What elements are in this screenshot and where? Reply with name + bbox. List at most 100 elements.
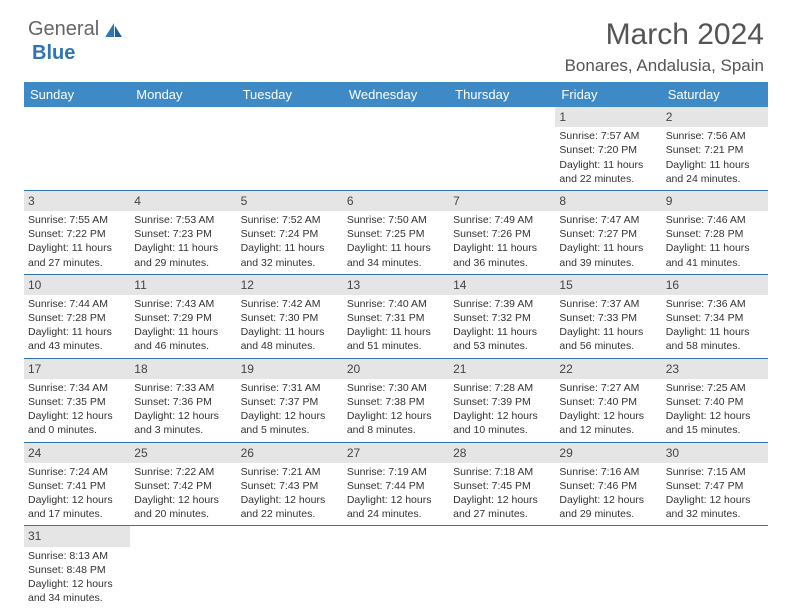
sunrise-line: Sunrise: 7:39 AM [453, 297, 551, 311]
day-cell: 7Sunrise: 7:49 AMSunset: 7:26 PMDaylight… [449, 190, 555, 274]
logo: General [28, 18, 127, 41]
logo-text2-wrap: Blue [32, 42, 75, 65]
daylight-line: Daylight: 12 hours and 0 minutes. [28, 409, 126, 437]
calendar-row: 1Sunrise: 7:57 AMSunset: 7:20 PMDaylight… [24, 107, 768, 190]
sunrise-line: Sunrise: 7:15 AM [666, 465, 764, 479]
sunrise-line: Sunrise: 7:28 AM [453, 381, 551, 395]
empty-cell [237, 107, 343, 190]
sunset-line: Sunset: 7:21 PM [666, 143, 764, 157]
day-cell: 24Sunrise: 7:24 AMSunset: 7:41 PMDayligh… [24, 442, 130, 526]
daylight-line: Daylight: 11 hours and 48 minutes. [241, 325, 339, 353]
day-number: 25 [130, 443, 236, 463]
day-cell: 20Sunrise: 7:30 AMSunset: 7:38 PMDayligh… [343, 358, 449, 442]
daylight-line: Daylight: 11 hours and 51 minutes. [347, 325, 445, 353]
day-number: 17 [24, 359, 130, 379]
sunset-line: Sunset: 8:48 PM [28, 563, 126, 577]
sunset-line: Sunset: 7:34 PM [666, 311, 764, 325]
day-number: 8 [555, 191, 661, 211]
day-cell: 1Sunrise: 7:57 AMSunset: 7:20 PMDaylight… [555, 107, 661, 190]
sunrise-line: Sunrise: 7:16 AM [559, 465, 657, 479]
day-number: 9 [662, 191, 768, 211]
sunset-line: Sunset: 7:32 PM [453, 311, 551, 325]
empty-cell [449, 526, 555, 609]
calendar-row: 17Sunrise: 7:34 AMSunset: 7:35 PMDayligh… [24, 358, 768, 442]
sunrise-line: Sunrise: 7:52 AM [241, 213, 339, 227]
sunset-line: Sunset: 7:27 PM [559, 227, 657, 241]
empty-cell [237, 526, 343, 609]
sunrise-line: Sunrise: 7:44 AM [28, 297, 126, 311]
daylight-line: Daylight: 11 hours and 36 minutes. [453, 241, 551, 269]
sunrise-line: Sunrise: 7:24 AM [28, 465, 126, 479]
daylight-line: Daylight: 12 hours and 5 minutes. [241, 409, 339, 437]
sunset-line: Sunset: 7:30 PM [241, 311, 339, 325]
day-cell: 13Sunrise: 7:40 AMSunset: 7:31 PMDayligh… [343, 274, 449, 358]
daylight-line: Daylight: 12 hours and 22 minutes. [241, 493, 339, 521]
daylight-line: Daylight: 11 hours and 39 minutes. [559, 241, 657, 269]
weekday-header: Monday [130, 82, 236, 107]
weekday-header: Friday [555, 82, 661, 107]
day-cell: 23Sunrise: 7:25 AMSunset: 7:40 PMDayligh… [662, 358, 768, 442]
sunrise-line: Sunrise: 7:56 AM [666, 129, 764, 143]
day-cell: 10Sunrise: 7:44 AMSunset: 7:28 PMDayligh… [24, 274, 130, 358]
sunrise-line: Sunrise: 7:34 AM [28, 381, 126, 395]
day-number: 5 [237, 191, 343, 211]
day-cell: 12 Sunrise: 7:42 AMSunset: 7:30 PMDayligh… [237, 274, 343, 358]
sunrise-line: Sunrise: 7:46 AM [666, 213, 764, 227]
daylight-line: Daylight: 11 hours and 53 minutes. [453, 325, 551, 353]
sunset-line: Sunset: 7:23 PM [134, 227, 232, 241]
day-number: 3 [24, 191, 130, 211]
day-cell: 5Sunrise: 7:52 AMSunset: 7:24 PMDaylight… [237, 190, 343, 274]
sunset-line: Sunset: 7:37 PM [241, 395, 339, 409]
sunrise-line: Sunrise: 7:22 AM [134, 465, 232, 479]
day-cell: 22Sunrise: 7:27 AMSunset: 7:40 PMDayligh… [555, 358, 661, 442]
sunset-line: Sunset: 7:26 PM [453, 227, 551, 241]
day-cell: 31Sunrise: 8:13 AMSunset: 8:48 PMDayligh… [24, 526, 130, 609]
day-cell: 25 Sunrise: 7:22 AMSunset: 7:42 PMDayligh… [130, 442, 236, 526]
daylight-line: Daylight: 12 hours and 24 minutes. [347, 493, 445, 521]
day-number: 27 [343, 443, 449, 463]
day-number: 23 [662, 359, 768, 379]
daylight-line: Daylight: 11 hours and 24 minutes. [666, 158, 764, 186]
weekday-header: Sunday [24, 82, 130, 107]
sunrise-line: Sunrise: 7:42 AM [241, 297, 339, 311]
day-cell: 9Sunrise: 7:46 AMSunset: 7:28 PMDaylight… [662, 190, 768, 274]
day-cell: 4Sunrise: 7:53 AMSunset: 7:23 PMDaylight… [130, 190, 236, 274]
location-subtitle: Bonares, Andalusia, Spain [565, 56, 764, 76]
logo-text-2: Blue [32, 42, 75, 64]
day-number: 22 [555, 359, 661, 379]
sunset-line: Sunset: 7:45 PM [453, 479, 551, 493]
day-cell: 14Sunrise: 7:39 AMSunset: 7:32 PMDayligh… [449, 274, 555, 358]
day-number: 20 [343, 359, 449, 379]
day-number: 6 [343, 191, 449, 211]
sunset-line: Sunset: 7:29 PM [134, 311, 232, 325]
daylight-line: Daylight: 11 hours and 22 minutes. [559, 158, 657, 186]
calendar-row: 31Sunrise: 8:13 AMSunset: 8:48 PMDayligh… [24, 526, 768, 609]
daylight-line: Daylight: 11 hours and 46 minutes. [134, 325, 232, 353]
daylight-line: Daylight: 12 hours and 10 minutes. [453, 409, 551, 437]
day-cell: 19Sunrise: 7:31 AMSunset: 7:37 PMDayligh… [237, 358, 343, 442]
sunset-line: Sunset: 7:24 PM [241, 227, 339, 241]
weekday-header: Wednesday [343, 82, 449, 107]
day-number: 28 [449, 443, 555, 463]
empty-cell [24, 107, 130, 190]
sunset-line: Sunset: 7:44 PM [347, 479, 445, 493]
day-number: 12 [237, 275, 343, 295]
daylight-line: Daylight: 11 hours and 34 minutes. [347, 241, 445, 269]
sunset-line: Sunset: 7:42 PM [134, 479, 232, 493]
sunrise-line: Sunrise: 7:21 AM [241, 465, 339, 479]
day-number: 26 [237, 443, 343, 463]
empty-cell [130, 107, 236, 190]
day-number: 15 [555, 275, 661, 295]
sunset-line: Sunset: 7:33 PM [559, 311, 657, 325]
day-cell: 26 Sunrise: 7:21 AMSunset: 7:43 PMDayligh… [237, 442, 343, 526]
weekday-header-row: SundayMondayTuesdayWednesdayThursdayFrid… [24, 82, 768, 107]
sunset-line: Sunset: 7:22 PM [28, 227, 126, 241]
daylight-line: Daylight: 12 hours and 20 minutes. [134, 493, 232, 521]
sunrise-line: Sunrise: 7:18 AM [453, 465, 551, 479]
day-cell: 29Sunrise: 7:16 AMSunset: 7:46 PMDayligh… [555, 442, 661, 526]
daylight-line: Daylight: 12 hours and 32 minutes. [666, 493, 764, 521]
sunset-line: Sunset: 7:43 PM [241, 479, 339, 493]
day-cell: 27Sunrise: 7:19 AMSunset: 7:44 PMDayligh… [343, 442, 449, 526]
sunset-line: Sunset: 7:38 PM [347, 395, 445, 409]
daylight-line: Daylight: 12 hours and 3 minutes. [134, 409, 232, 437]
